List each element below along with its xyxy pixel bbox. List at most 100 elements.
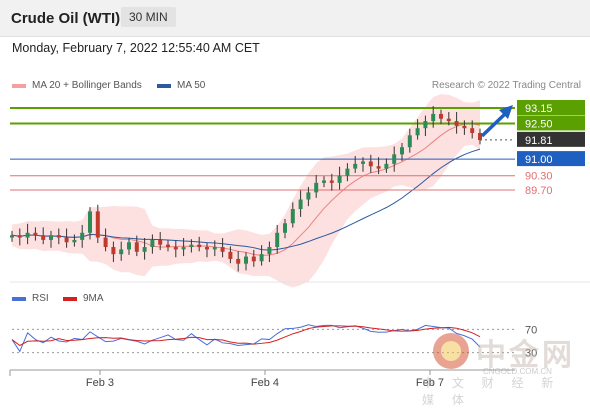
candle-body	[400, 147, 404, 155]
price-label-box-92.50	[517, 115, 585, 131]
price-label-box-93.15	[517, 100, 585, 115]
watermark-brand: 中金网	[476, 338, 575, 373]
watermark: 中金网 CNGOLD.COM.CN 中 文 财 经 新 媒 体	[422, 330, 588, 407]
timeframe-badge[interactable]: 30 MIN	[121, 7, 176, 27]
research-credit: Research © 2022 Trading Central	[431, 80, 581, 91]
rsi-level-label-70: 70	[525, 324, 537, 336]
candle-body	[275, 232, 280, 248]
candle-body	[41, 235, 46, 240]
candle-body	[314, 182, 319, 193]
projection-arrow	[480, 111, 508, 138]
price-label-92.50: 92.50	[525, 118, 553, 130]
candle-body	[111, 247, 116, 255]
chart-timestamp: Monday, February 7, 2022 12:55:40 AM CET	[12, 41, 260, 55]
candle-body	[376, 166, 381, 169]
candle-body	[361, 161, 365, 164]
candle-body	[220, 247, 225, 252]
candle-body	[267, 247, 272, 255]
candle-body	[244, 256, 248, 264]
rsi-ma-swatch	[63, 296, 77, 301]
candle-body	[134, 242, 139, 252]
candle-body	[423, 121, 428, 129]
candle-body	[189, 244, 194, 248]
candle-body	[64, 237, 69, 243]
legend-ma50: MA 50	[157, 80, 205, 91]
projection-arrowhead	[499, 105, 513, 119]
legend-ma20: MA 20 + Bollinger Bands	[12, 80, 142, 91]
x-tick-label-1: Feb 4	[251, 377, 279, 389]
candle-body	[80, 232, 85, 240]
candle-body	[259, 254, 264, 262]
rsi-line	[11, 324, 481, 353]
candle-body	[33, 232, 38, 236]
legend-rsi: RSI	[12, 293, 49, 304]
ma50-swatch	[157, 83, 171, 88]
candle-body	[56, 235, 61, 238]
candle-body	[103, 237, 108, 248]
candle-body	[127, 242, 131, 250]
candle-body	[158, 239, 163, 245]
candle-body	[228, 251, 233, 259]
candle-body	[407, 135, 412, 148]
candle-body	[205, 247, 209, 250]
candle-body	[368, 161, 373, 167]
candle-body	[251, 256, 256, 262]
candle-body	[345, 168, 350, 176]
rsi-ma-label: 9MA	[83, 293, 104, 304]
candle-body	[478, 132, 482, 141]
price-label-box-91.81	[517, 131, 585, 147]
candle-body	[88, 211, 92, 233]
candle-body	[17, 235, 22, 238]
watermark-url: CNGOLD.COM.CN	[483, 367, 552, 376]
candle-body	[353, 163, 358, 169]
watermark-subtitle: 中 文 财 经 新 媒 体	[422, 376, 561, 407]
candle-body	[173, 247, 178, 250]
candle-body	[166, 244, 170, 248]
candle-body	[119, 249, 124, 255]
candle-body	[415, 128, 420, 136]
candle-body	[95, 211, 100, 238]
instrument-title: Crude Oil (WTI)	[11, 10, 121, 27]
candle-body	[236, 258, 241, 264]
candle-body	[197, 244, 202, 248]
candle-body	[431, 113, 436, 122]
price-label-91.00: 91.00	[525, 154, 553, 166]
candle-body	[25, 232, 30, 238]
price-label-91.81: 91.81	[525, 135, 553, 147]
candle-body	[384, 163, 389, 169]
candle-body	[72, 239, 77, 243]
price-label-93.15: 93.15	[525, 103, 553, 115]
candle-body	[290, 209, 295, 224]
ma50-label: MA 50	[177, 80, 206, 91]
legend-rsi-ma: 9MA	[63, 293, 104, 304]
candle-body	[322, 180, 326, 183]
candle-body	[150, 239, 155, 248]
rsi-label: RSI	[32, 293, 49, 304]
candle-body	[10, 235, 14, 238]
candle-body	[142, 247, 147, 252]
rsi-swatch	[12, 296, 26, 301]
candle-body	[181, 247, 186, 250]
candle-body	[212, 247, 217, 250]
x-tick-label-2: Feb 7	[416, 377, 444, 389]
candle-body	[446, 118, 451, 122]
candle-body	[454, 121, 459, 126]
candle-body	[470, 128, 475, 133]
rsi-ma-line	[11, 325, 481, 347]
candle-body	[49, 235, 53, 240]
candle-body	[283, 223, 287, 233]
ma20-swatch	[12, 83, 26, 88]
candle-body	[298, 199, 303, 210]
x-tick-label-0: Feb 3	[86, 377, 114, 389]
rsi-level-label-30: 30	[525, 348, 537, 360]
price-label-89.70: 89.70	[525, 185, 553, 197]
candle-body	[462, 125, 467, 129]
price-label-box-91.00	[517, 151, 585, 167]
chart-header: Crude Oil (WTI) 30 MIN	[0, 0, 590, 37]
candle-body	[337, 175, 342, 183]
candle-body	[306, 192, 311, 200]
candle-body	[439, 113, 443, 119]
price-label-90.30: 90.30	[525, 171, 553, 183]
candle-body	[392, 154, 397, 164]
